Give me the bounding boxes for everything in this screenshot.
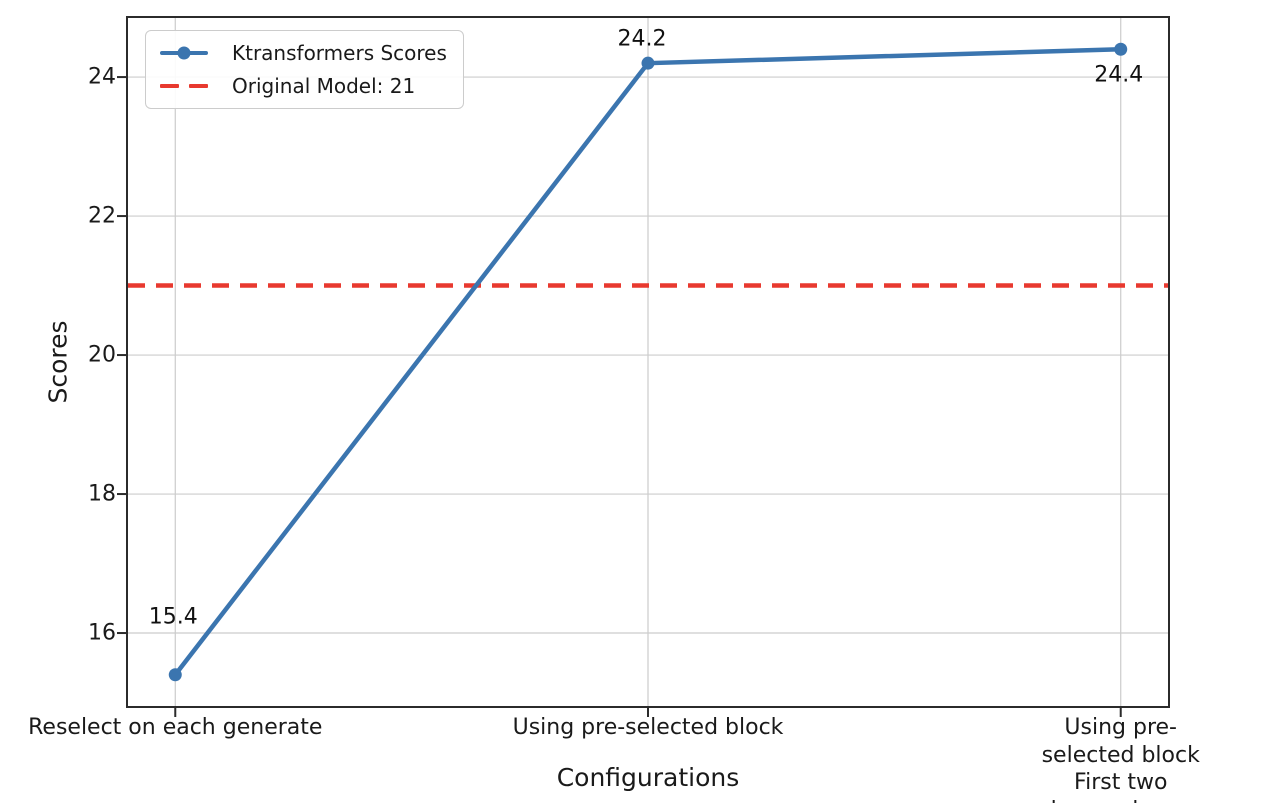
data-point-label: 24.4	[1094, 62, 1144, 88]
x-axis-title: Configurations	[556, 763, 740, 792]
x-tick-label: Using pre-selected block	[512, 715, 784, 740]
plot-area: Ktransformers Scores Original Model: 21	[117, 16, 1170, 717]
dash-segment-icon	[160, 84, 179, 88]
data-point-label: 15.4	[148, 604, 198, 630]
legend-label-reference: Original Model: 21	[232, 74, 416, 98]
dash-segment-icon	[189, 84, 208, 88]
x-tick-label: Using pre-selected block First two layer…	[1041, 715, 1200, 803]
data-point-label: 24.2	[617, 26, 667, 52]
plot-canvas	[117, 18, 1168, 717]
y-tick-label: 24	[88, 64, 116, 90]
line-marker-swatch	[160, 46, 208, 60]
y-tick-label: 18	[88, 481, 116, 507]
data-point-marker	[168, 668, 182, 682]
y-tick-label: 22	[88, 203, 116, 229]
legend-item-reference: Original Model: 21	[160, 74, 447, 98]
legend-label-series: Ktransformers Scores	[232, 41, 447, 65]
y-tick-label: 20	[88, 342, 116, 368]
dashed-line-swatch	[160, 84, 208, 88]
legend-item-series: Ktransformers Scores	[160, 41, 447, 65]
x-tick-label: Reselect on each generate	[28, 715, 323, 740]
y-tick-label: 16	[88, 620, 116, 646]
legend: Ktransformers Scores Original Model: 21	[145, 30, 464, 109]
data-point-marker	[1114, 42, 1128, 56]
marker-dot-icon	[177, 46, 191, 60]
data-point-marker	[641, 56, 655, 70]
